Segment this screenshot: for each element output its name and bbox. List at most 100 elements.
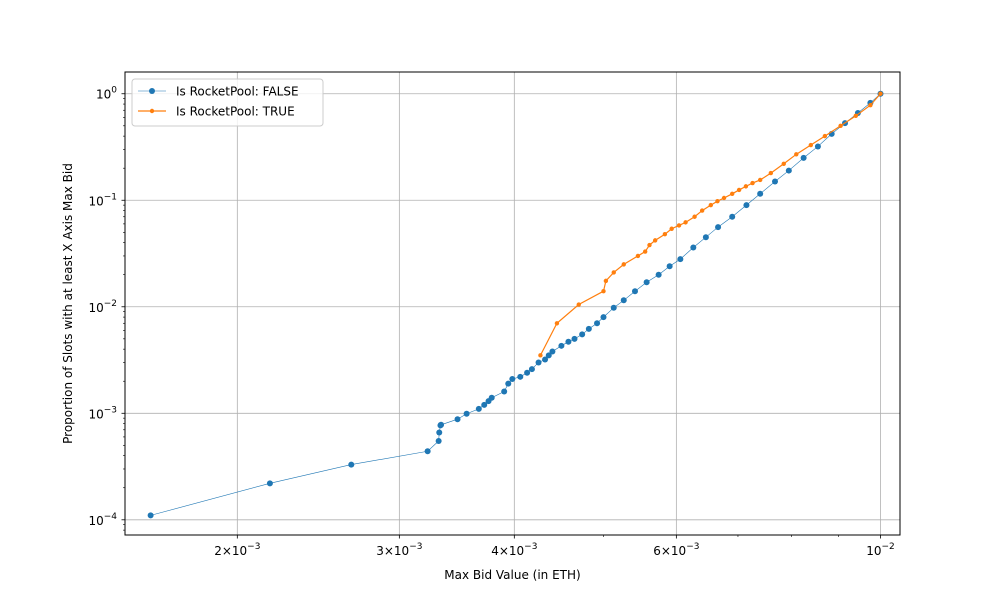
data-point (576, 302, 581, 307)
data-point (808, 142, 814, 148)
data-point (757, 190, 764, 197)
legend-marker-true (149, 108, 155, 114)
data-point (600, 314, 607, 321)
legend-label-true: Is RocketPool: TRUE (176, 105, 295, 119)
data-point (266, 480, 273, 487)
data-point (545, 352, 552, 359)
y-tick-label-0: 100 (96, 86, 117, 102)
data-point (517, 373, 524, 380)
data-point (610, 304, 617, 311)
data-point (501, 388, 508, 395)
plot-frame (124, 71, 901, 536)
data-point (715, 198, 720, 204)
data-point (620, 297, 627, 304)
data-point (652, 238, 658, 243)
data-point (666, 263, 673, 270)
data-point (814, 143, 821, 150)
data-point (868, 103, 873, 108)
data-point (558, 342, 565, 349)
data-point (750, 180, 755, 186)
data-point (147, 512, 154, 519)
data-point (853, 113, 858, 119)
data-point (708, 202, 713, 208)
data-point (601, 289, 606, 294)
data-point (436, 429, 443, 436)
legend: Is RocketPool: FALSE Is RocketPool: TRUE (131, 78, 324, 127)
data-point (524, 369, 531, 376)
data-point (729, 213, 736, 220)
x-axis-label: Max Bid Value (in ETH) (444, 568, 580, 582)
y-tick-label-1: 10−1 (88, 192, 117, 208)
data-point (631, 288, 638, 295)
data-point (348, 461, 355, 468)
data-point (677, 256, 684, 263)
data-point (743, 202, 750, 209)
data-point (554, 321, 560, 326)
data-point (781, 161, 786, 166)
legend-label-false: Is RocketPool: FALSE (176, 85, 299, 99)
x-tick-label-1: 3×10−3 (376, 542, 422, 558)
data-point (655, 271, 662, 278)
data-point (611, 270, 616, 275)
plot-series (147, 90, 884, 519)
data-point (662, 232, 668, 237)
grid-lines (125, 72, 900, 535)
data-point (647, 242, 652, 248)
data-point (438, 421, 445, 428)
data-point (683, 220, 688, 225)
data-point (579, 331, 586, 338)
y-tick-label-2: 10−2 (88, 299, 117, 315)
data-point (643, 279, 650, 286)
data-point (571, 335, 578, 342)
data-point (463, 410, 470, 417)
data-point (454, 416, 461, 423)
data-point (838, 123, 843, 129)
data-point (621, 262, 626, 267)
y-tick-label-4: 10−4 (88, 512, 117, 528)
data-point (585, 325, 592, 332)
series-line-1 (539, 93, 881, 356)
data-point (878, 91, 883, 96)
data-point (535, 359, 542, 366)
data-point (702, 234, 709, 241)
data-point (565, 338, 572, 345)
y-axis-label: Proportion of Slots with at least X Axis… (61, 163, 75, 444)
data-point (690, 244, 697, 251)
data-point (475, 405, 482, 412)
data-point (435, 437, 442, 444)
x-tick-label-3: 6×10−3 (653, 542, 699, 558)
data-point (542, 356, 549, 363)
legend-box (131, 78, 324, 127)
data-point (692, 214, 697, 219)
data-point (509, 375, 516, 382)
data-point (549, 348, 556, 355)
data-point (794, 152, 799, 157)
data-point (643, 249, 648, 254)
axis-ticks: 2×10−3 3×10−3 4×10−3 6×10−3 10−2 100 10−1 10−2 1… (88, 86, 894, 558)
data-point (822, 133, 828, 139)
data-point (669, 226, 674, 231)
data-point (488, 394, 495, 401)
x-tick-label-0: 2×10−3 (214, 542, 260, 558)
data-point (699, 208, 705, 213)
data-point (594, 320, 601, 327)
data-point (424, 448, 431, 455)
data-point (736, 187, 742, 193)
series-0 (147, 90, 884, 519)
x-tick-label-2: 4×10−3 (491, 542, 537, 558)
data-point (768, 170, 774, 176)
data-point (676, 223, 682, 228)
legend-marker-false (149, 88, 155, 94)
data-point (715, 224, 722, 231)
data-point (635, 253, 641, 259)
data-point (538, 353, 543, 358)
data-point (785, 167, 792, 174)
data-point (481, 401, 488, 408)
series-1 (538, 91, 883, 358)
data-point (730, 191, 735, 196)
data-point (528, 366, 535, 373)
y-tick-label-3: 10−3 (88, 405, 117, 421)
data-point (772, 178, 779, 185)
data-point (743, 184, 749, 189)
